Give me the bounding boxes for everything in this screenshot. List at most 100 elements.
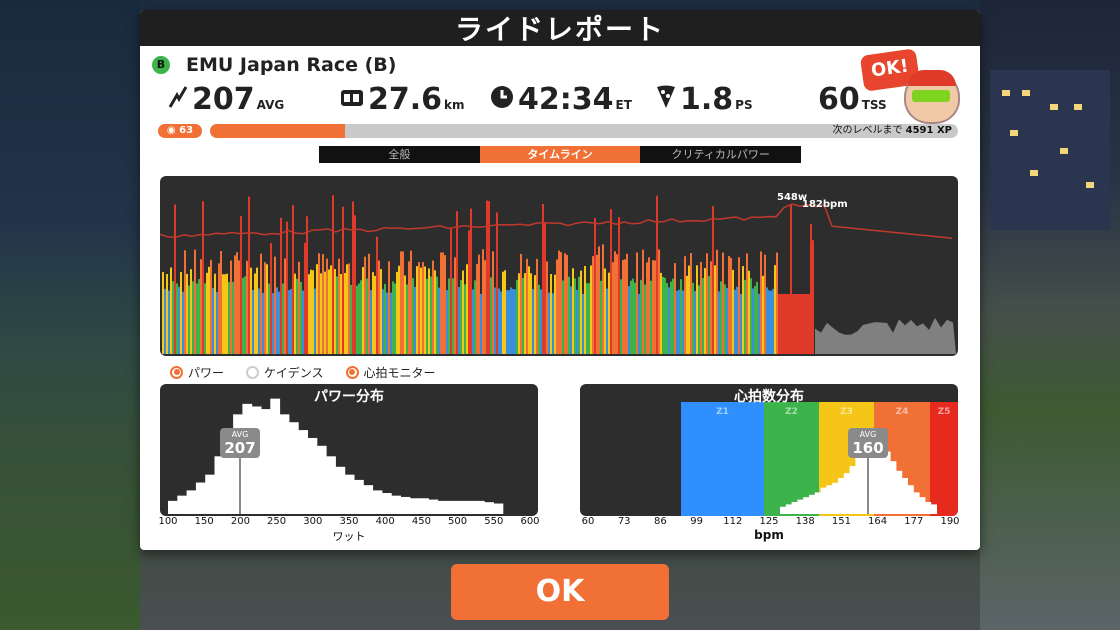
timeline-power-bar	[644, 284, 646, 354]
timeline-power-bar	[290, 289, 292, 354]
legend-heart-rate[interactable]: 心拍モニター	[345, 364, 436, 380]
timeline-power-bar	[432, 260, 434, 354]
timeline-power-bar	[208, 266, 210, 354]
power-hist-bar	[493, 503, 504, 514]
ok-button[interactable]: OK	[451, 564, 669, 620]
timeline-power-bar	[530, 273, 532, 354]
axis-tick: 550	[484, 516, 504, 527]
hr-hist-bar	[832, 482, 839, 514]
timeline-power-bar	[302, 290, 304, 354]
timeline-power-bar	[668, 287, 670, 354]
timeline-power-bar	[718, 291, 720, 354]
timeline-power-bar	[778, 294, 780, 354]
axis-tick: 151	[831, 516, 851, 527]
timeline-power-bar	[636, 252, 638, 354]
timeline-power-bar	[802, 294, 804, 354]
timeline-power-bar	[640, 279, 642, 354]
timeline-power-bar	[792, 294, 794, 354]
timeline-power-bar	[794, 294, 796, 354]
timeline-power-bar	[512, 288, 514, 354]
timeline-power-bar	[198, 279, 200, 354]
timeline-power-bar	[670, 281, 672, 354]
timeline-power-bar	[556, 259, 558, 354]
timeline-power-bar	[184, 250, 186, 354]
timeline-power-bar	[192, 281, 194, 354]
power-hist-bar	[381, 493, 392, 514]
hr-hist-bar	[838, 478, 845, 514]
timeline-power-bar	[492, 251, 494, 354]
timeline-power-bar	[786, 294, 788, 354]
timeline-power-bar	[212, 287, 214, 354]
timeline-power-bar	[620, 279, 622, 354]
timeline-power-bar	[360, 280, 362, 354]
timeline-power-bar	[562, 280, 564, 354]
timeline-power-bar	[750, 278, 752, 354]
timeline-power-bar	[370, 290, 372, 354]
timeline-power-bar	[532, 289, 534, 354]
timeline-power-bar	[654, 260, 656, 354]
timeline-power-bar	[454, 257, 456, 354]
legend-power[interactable]: パワー	[170, 364, 224, 380]
timeline-power-bar	[262, 292, 264, 354]
timeline-power-bar	[396, 271, 398, 354]
stat-tss-unit: TSS	[861, 98, 887, 112]
timeline-power-bar	[352, 201, 354, 354]
timeline-power-bar	[402, 251, 404, 354]
power-hist-bar	[233, 414, 243, 514]
timeline-power-bar	[596, 254, 598, 354]
timeline-power-bar	[514, 289, 516, 354]
stat-distance-unit: km	[444, 98, 465, 112]
timeline-power-bar	[272, 293, 274, 354]
timeline-power-bar	[260, 253, 262, 354]
power-hist-bar	[465, 500, 476, 514]
stat-power-unit: AVG	[256, 98, 285, 112]
power-hist-bar	[400, 496, 411, 514]
power-hist-bar	[288, 422, 299, 514]
timeline-power-bar	[756, 281, 758, 354]
timeline-power-bar	[476, 263, 478, 354]
timeline-power-bar	[558, 250, 560, 354]
timeline-power-bar	[220, 251, 222, 354]
timeline-power-bar	[304, 242, 306, 354]
hr-hist-bar	[780, 506, 787, 514]
timeline-power-bar	[482, 249, 484, 354]
hr-hist-bar	[849, 466, 856, 514]
timeline-power-bar	[248, 196, 250, 354]
level-badge: ◉ 63	[158, 124, 202, 138]
timeline-power-bar	[528, 266, 530, 354]
tab-overview[interactable]: 全般	[319, 146, 480, 163]
timeline-power-bar	[270, 243, 272, 354]
timeline-power-bar	[186, 274, 188, 354]
timeline-power-bar	[810, 224, 812, 354]
timeline-power-bar	[316, 264, 318, 354]
timeline-power-bar	[306, 216, 308, 354]
power-hist-bar	[177, 495, 188, 514]
timeline-power-bar	[216, 291, 218, 354]
power-hist-bar	[242, 403, 253, 514]
timeline-power-bar	[202, 201, 204, 354]
background-building	[990, 70, 1110, 230]
legend-cadence[interactable]: ケイデンス	[246, 364, 324, 380]
power-hist-bar	[326, 456, 336, 514]
timeline-power-bar	[364, 256, 366, 354]
timeline-power-bar	[598, 246, 600, 354]
timeline-power-bar	[438, 287, 440, 354]
axis-tick: 125	[759, 516, 779, 527]
timeline-power-bar	[354, 215, 356, 354]
timeline-power-bar	[332, 195, 334, 354]
background-left	[0, 0, 140, 630]
power-hist-bar	[195, 482, 206, 514]
tab-timeline[interactable]: タイムライン	[479, 146, 641, 163]
timeline-power-bar	[520, 253, 522, 354]
axis-tick: 177	[904, 516, 924, 527]
timeline-power-bar	[700, 261, 702, 354]
axis-tick: 86	[654, 516, 667, 527]
timeline-power-bar	[468, 230, 470, 354]
timeline-power-bar	[666, 283, 668, 354]
power-hist-bar	[344, 474, 355, 514]
tab-critical-power[interactable]: クリティカルパワー	[640, 146, 802, 163]
timeline-power-bar	[244, 276, 246, 354]
timeline-power-bar	[368, 253, 370, 354]
timeline-power-bar	[210, 259, 212, 354]
timeline-power-bar	[582, 293, 584, 354]
